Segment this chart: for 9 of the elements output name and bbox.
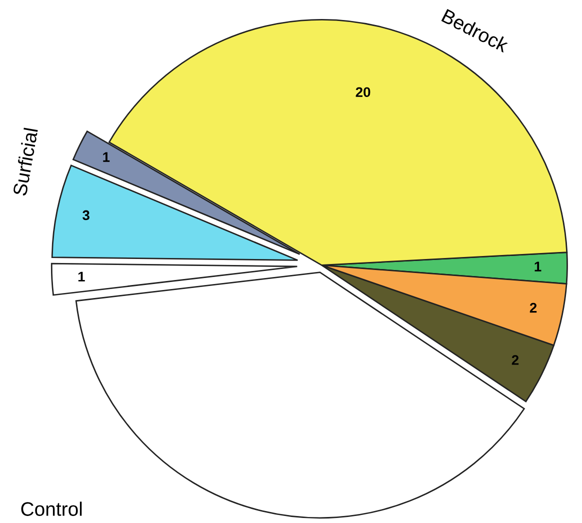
data-label: 2: [530, 302, 537, 313]
data-label: 2: [512, 355, 519, 365]
data-label: 1: [103, 152, 110, 162]
data-label: 3: [82, 210, 90, 220]
data-label: 20: [356, 87, 370, 98]
text: Surficial: [12, 128, 38, 196]
text: Control: [21, 502, 82, 516]
data-label: 1: [534, 262, 542, 272]
data-label: 1: [78, 272, 85, 282]
